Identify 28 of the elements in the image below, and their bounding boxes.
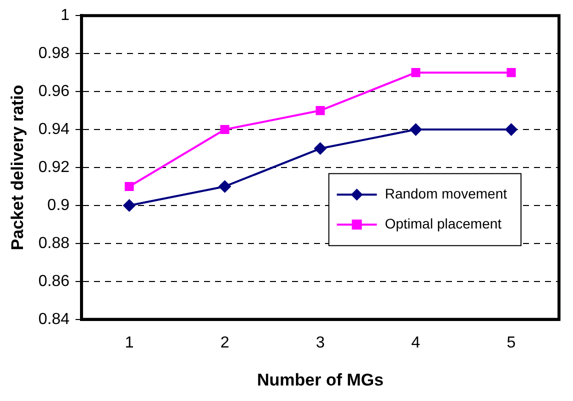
- y-tick-label: 0.84: [38, 310, 70, 328]
- y-tick-label: 0.92: [38, 158, 70, 176]
- point: [124, 182, 134, 192]
- point: [220, 124, 230, 134]
- x-tick-label: 3: [316, 334, 325, 352]
- x-tick-label: 1: [124, 334, 134, 352]
- point: [505, 124, 518, 136]
- point: [218, 180, 231, 192]
- point: [410, 124, 422, 136]
- point: [316, 106, 325, 116]
- y-tick-label: 1: [60, 7, 70, 24]
- x-axis-title: Number of MGs: [256, 370, 384, 390]
- legend-label: Optimal placement: [384, 215, 502, 232]
- y-tick-label: 0.9: [47, 196, 70, 214]
- point: [123, 199, 136, 212]
- legend-label: Random movement: [384, 185, 508, 202]
- x-tick-label: 2: [220, 334, 230, 352]
- x-tick-label: 5: [506, 334, 516, 352]
- y-tick-label: 0.98: [38, 44, 70, 62]
- x-tick-label: 4: [411, 334, 420, 352]
- y-tick-label: 0.86: [38, 272, 70, 290]
- y-tick-label: 0.96: [38, 82, 70, 100]
- point: [411, 68, 420, 78]
- y-tick-label: 0.94: [38, 120, 70, 138]
- point: [506, 68, 516, 78]
- y-tick-label: 0.88: [38, 234, 70, 252]
- point: [314, 142, 326, 155]
- y-axis-title: Packet delivery ratio: [8, 84, 27, 250]
